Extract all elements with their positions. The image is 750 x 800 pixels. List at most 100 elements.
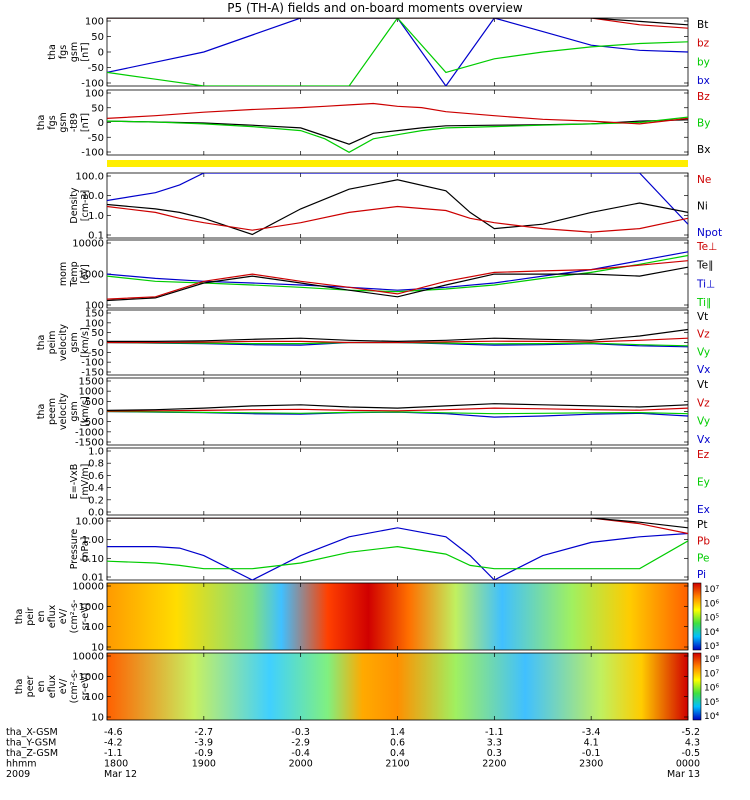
y-axis-label: E=-VxB	[69, 464, 80, 499]
y-axis-label: eflux	[47, 674, 58, 698]
panel-frame	[106, 17, 689, 87]
y-axis-label: gsm	[69, 42, 80, 62]
y-axis-label: eflux	[47, 604, 58, 628]
xaxis-row-value: -3.4	[582, 727, 601, 738]
xaxis-row-value: Mar 12	[104, 769, 137, 780]
y-tick-label: 100	[85, 692, 104, 703]
colorbar-tick-label: 10⁵	[704, 698, 719, 708]
y-tick-label: 100	[85, 301, 104, 312]
series-temp-Te⊥	[107, 260, 688, 300]
xaxis-row-value: -2.9	[291, 738, 310, 749]
xaxis-row-label: tha_X-GSM	[6, 727, 58, 738]
legend-peim-1: Vz	[697, 329, 710, 341]
series-peem-Vy	[107, 410, 688, 415]
legend-peim-0: Vt	[697, 311, 708, 323]
panel-fgs-t89	[106, 89, 689, 156]
y-tick-label: 100	[85, 622, 104, 633]
xaxis-row-value: -1.1	[104, 748, 123, 759]
legend-pressure-0: Pt	[697, 519, 707, 531]
series-fgs-by	[107, 18, 688, 86]
y-axis-label: [nT]	[80, 113, 91, 132]
legend-exb-2: Ex	[697, 504, 710, 516]
y-axis-label: mom	[58, 262, 69, 286]
colorbar-peer	[692, 652, 702, 721]
colorbar-tick-label: 10⁶	[704, 684, 719, 694]
xaxis-row-value: -0.5	[681, 748, 700, 759]
y-tick-label: 150	[85, 309, 104, 320]
y-tick-label: 10000	[72, 239, 104, 250]
xaxis-row-value: 2000	[289, 759, 313, 770]
series-peem-Vz	[107, 407, 688, 412]
series-peim-Vt	[107, 328, 688, 343]
y-tick-label: 100	[85, 17, 104, 28]
colorbar-tick-label: 10⁵	[704, 614, 719, 624]
legend-peim-3: Vx	[697, 364, 710, 376]
legend-fgs-0: Bt	[697, 19, 708, 31]
y-axis-label: [nPa]	[80, 537, 91, 562]
y-axis-label: [km/s]	[80, 396, 91, 426]
legend-peem-2: Vy	[697, 416, 710, 428]
y-axis-label: peim	[47, 331, 58, 355]
y-tick-label: -1500	[75, 438, 104, 449]
series-fgs-t89-Bz	[107, 102, 688, 125]
y-axis-label: sr-eV)	[80, 603, 91, 631]
panel-temp	[106, 239, 689, 309]
y-axis-label: [eV]	[80, 264, 91, 284]
xaxis-row-value: -3.9	[195, 738, 214, 749]
y-tick-label: -500	[81, 417, 104, 428]
y-axis-label: peem	[47, 398, 58, 425]
xaxis-row-value: 1900	[192, 759, 216, 770]
y-tick-label: 0	[98, 338, 104, 349]
y-tick-label: 1000	[79, 387, 104, 398]
xaxis-row-value: -2.7	[195, 727, 214, 738]
colorbar-tick-label: 10⁴	[704, 628, 719, 638]
xaxis-row-value: 2300	[579, 759, 603, 770]
spectrogram-peir	[107, 583, 688, 650]
y-axis-label: Density	[69, 187, 80, 223]
colorbar-peir	[692, 582, 702, 651]
y-tick-label: 0.10	[82, 554, 104, 565]
y-axis-label: tha	[47, 44, 58, 60]
y-tick-label: -150	[81, 368, 104, 379]
xaxis-row-value: -0.1	[582, 748, 601, 759]
y-axis-label: velocity	[58, 393, 69, 431]
series-density-Npot	[107, 173, 688, 225]
y-axis-label: -t89	[69, 113, 80, 132]
y-tick-label: 10000	[72, 652, 104, 663]
xaxis-row-value: 0000	[676, 759, 700, 770]
panel-frame	[106, 172, 689, 239]
xaxis-row-value: -4.2	[104, 738, 123, 749]
plot-title: P5 (TH-A) fields and on-board moments ov…	[227, 1, 523, 15]
colorbar-tick-label: 10³	[704, 642, 719, 652]
y-axis-label: tha	[14, 609, 25, 625]
panel-peir	[106, 582, 702, 651]
y-axis-label: [nT]	[80, 42, 91, 61]
series-temp-Te∥	[107, 266, 688, 302]
y-tick-label: 0.8	[88, 459, 104, 470]
y-tick-label: 10	[91, 713, 104, 724]
xaxis-row-value: 0.4	[390, 748, 405, 759]
panel-exb	[106, 447, 689, 516]
panel-peer	[106, 652, 702, 721]
y-axis-label: [mV/m]	[80, 464, 91, 500]
y-tick-label: 100.0	[75, 172, 104, 183]
y-tick-label: -50	[88, 133, 104, 144]
legend-fgs-2: by	[697, 56, 710, 68]
y-tick-label: 50	[91, 103, 104, 114]
panel-peim	[106, 309, 689, 376]
series-density-Ne	[107, 205, 688, 233]
y-axis-label: tha	[36, 404, 47, 420]
legend-temp-1: Te∥	[696, 260, 713, 272]
legend-fgs-3: bx	[697, 75, 710, 87]
y-axis-label: gsm	[69, 401, 80, 421]
xaxis-row-value: 0.3	[487, 748, 502, 759]
xaxis-row-value: 0.6	[390, 738, 405, 749]
y-tick-label: 50	[91, 328, 104, 339]
y-tick-label: 10	[91, 643, 104, 654]
y-tick-label: -50	[88, 348, 104, 359]
xaxis-row-value: 1.4	[390, 727, 405, 738]
y-tick-label: 0.01	[82, 573, 104, 584]
series-peim-Vz	[107, 337, 688, 344]
legend-temp-3: Ti∥	[696, 297, 711, 309]
